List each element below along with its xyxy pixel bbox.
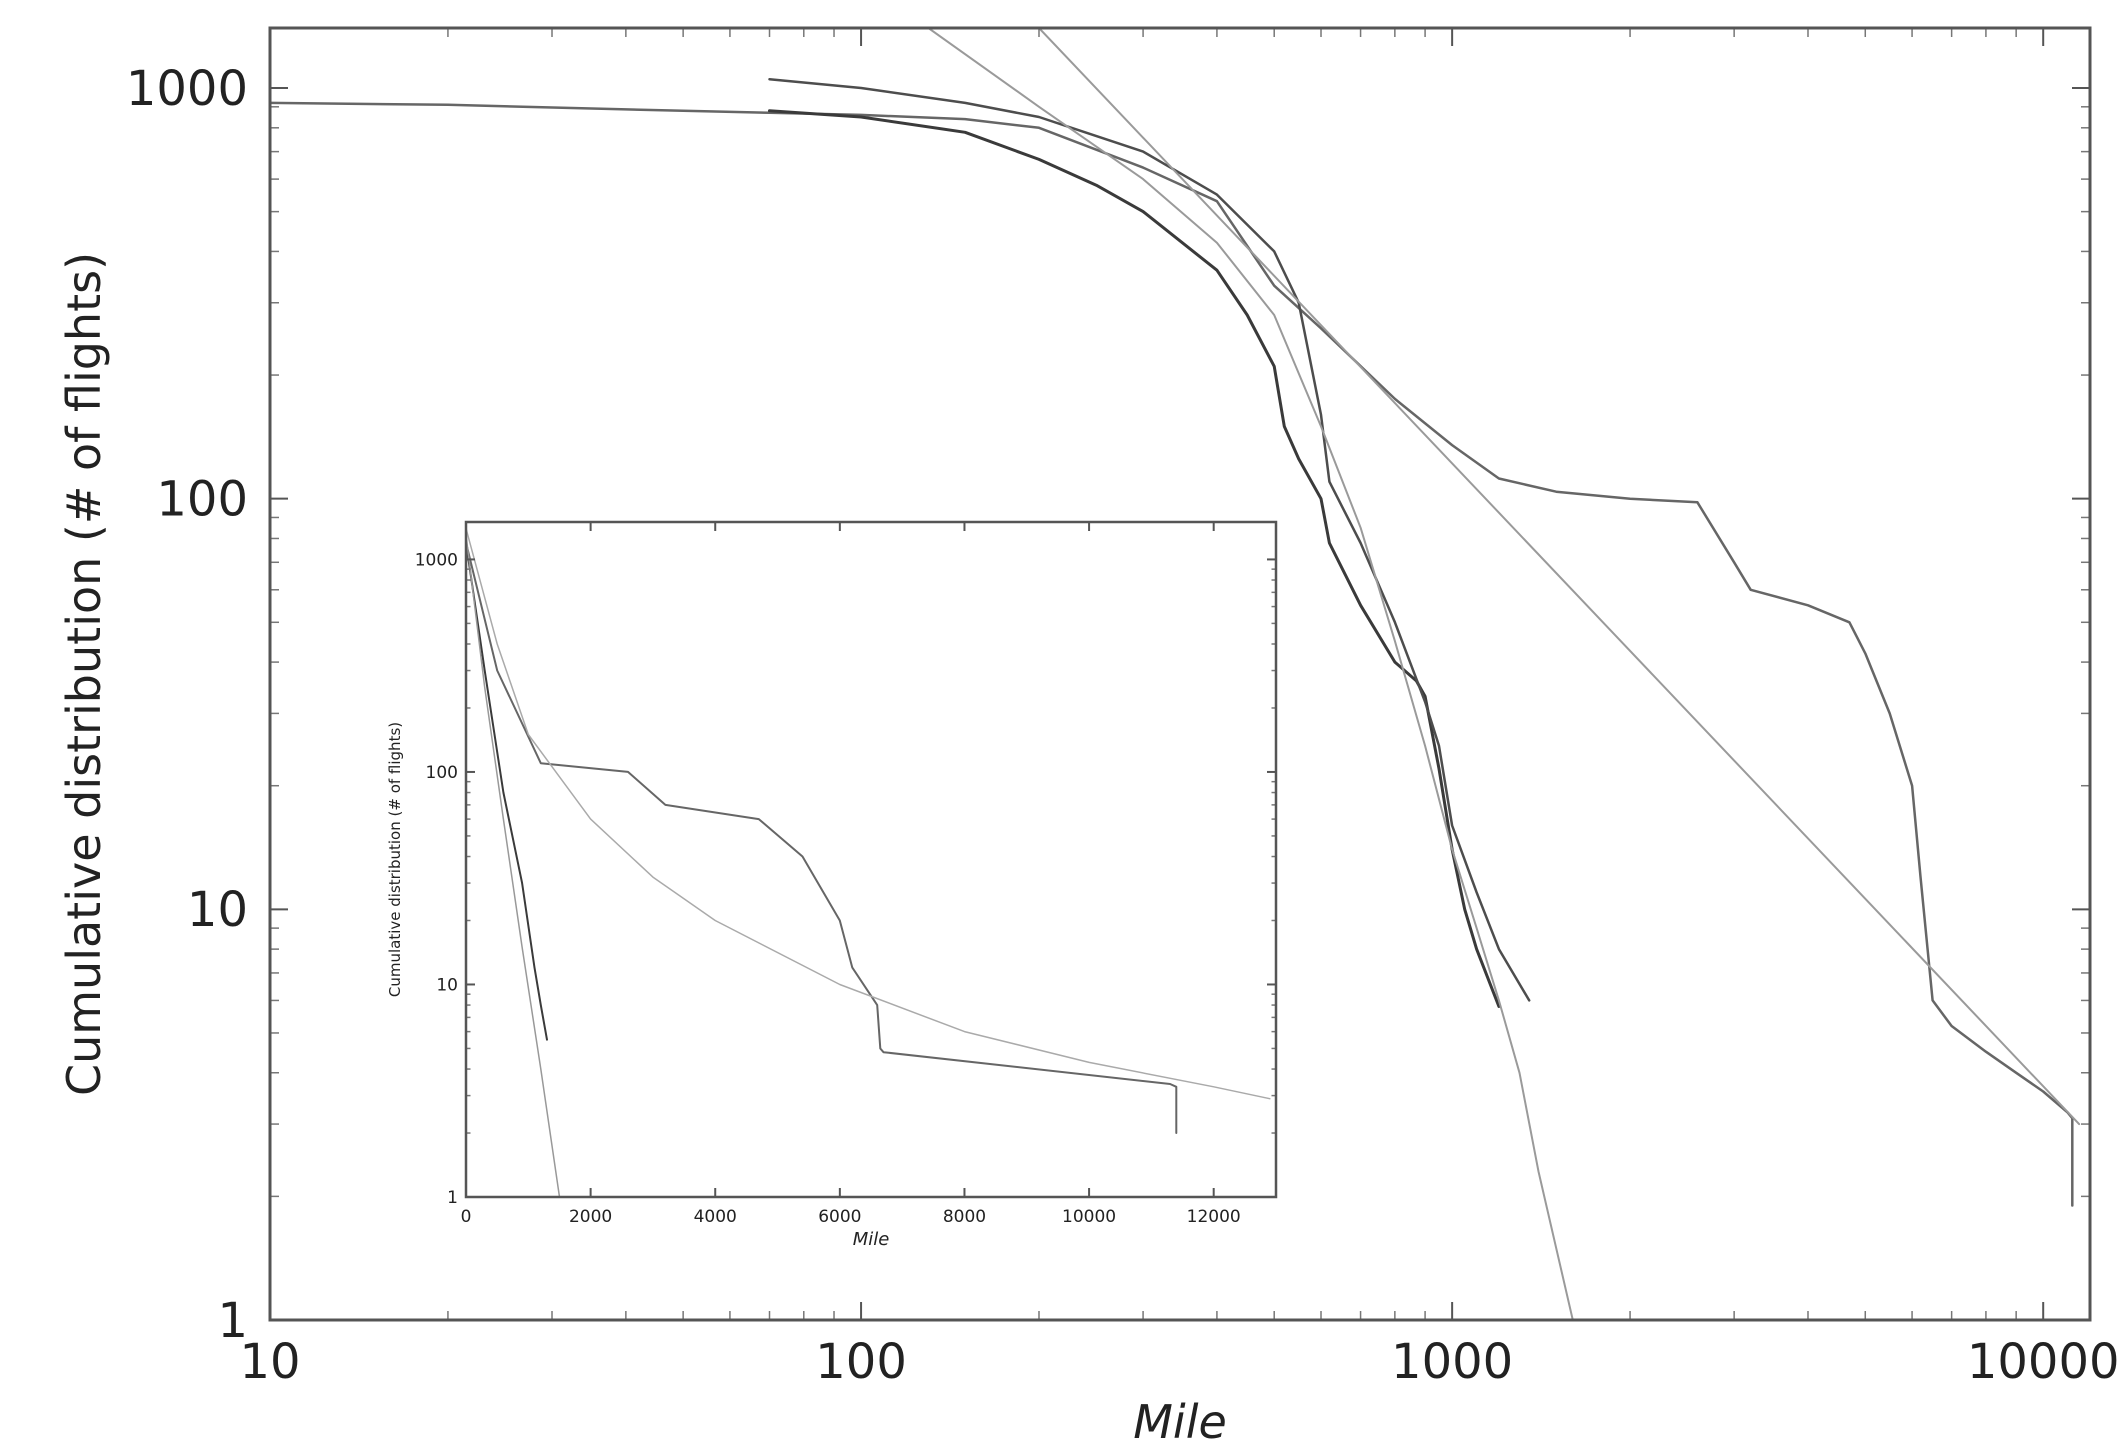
inset-chart: 0 2000 4000 6000 8000 10000 12000 1 10 100 1000 Mi… [386,520,1278,1250]
inset-y-tick-label: 1 [447,1188,458,1208]
inset-x-tick-label: 12000 [1187,1207,1241,1227]
main-y-tick-label: 1 [217,1293,248,1349]
inset-x-tick-label: 4000 [694,1207,737,1227]
inset-y-tick-label: 1000 [415,550,458,570]
main-series-line-1 [768,109,1501,1008]
main-series-line-2 [768,78,1531,1002]
inset-x-tick-label: 6000 [818,1207,861,1227]
inset-series-group [466,527,1271,1197]
main-series-line-0 [270,101,2074,1207]
inset-series-line-3 [466,527,1271,1100]
inset-x-axis-title: Mile [853,1229,890,1250]
main-y-tick-label: 10 [187,882,248,938]
inset-series-line-0 [466,541,1178,1134]
main-series-line-3 [927,28,1574,1320]
inset-y-axis-title: Cumulative distribution (# of flights) [386,722,404,997]
main-x-tick-label: 10000 [1967,1334,2119,1390]
inset-x-tick-label: 8000 [943,1207,986,1227]
main-x-tick-label: 10 [239,1334,300,1390]
inset-series-line-2 [466,534,561,1197]
inset-x-tick-label: 2000 [569,1207,612,1227]
inset-series-line-1 [466,541,548,1041]
inset-x-tick-label: 0 [461,1207,472,1227]
inset-x-tick-label: 10000 [1062,1207,1116,1227]
main-y-axis-title: Cumulative distribution (# of flights) [57,252,111,1096]
main-x-axis-title: Mile [1133,1395,1227,1449]
main-x-tick-label: 100 [815,1334,907,1390]
main-plot-frame [268,26,2092,1322]
main-y-tick-label: 1000 [126,61,248,117]
inset-plot-frame [464,520,1278,1199]
main-y-tick-label: 100 [156,471,248,527]
main-series-group [270,28,2081,1320]
inset-background [466,522,1276,1197]
inset-y-tick-label: 100 [426,763,458,783]
inset-y-tick-label: 10 [436,975,458,995]
inset-ticks-group: 0 2000 4000 6000 8000 10000 12000 1 10 100 1000 [415,522,1276,1227]
main-x-tick-label: 1000 [1391,1334,1513,1390]
main-series-line-4 [1038,28,2081,1126]
